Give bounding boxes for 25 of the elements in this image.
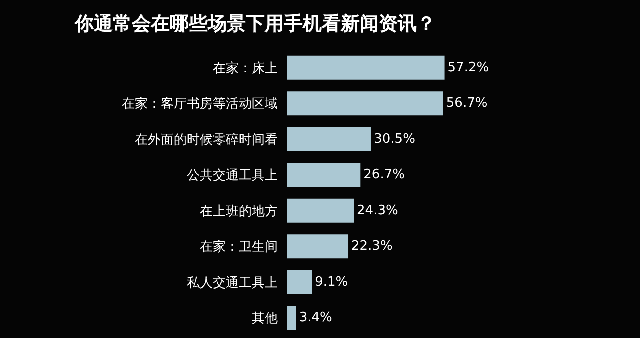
y-tick-label: 公共交通工具上: [187, 168, 278, 184]
bar: [287, 306, 296, 330]
y-tick-label: 在家：卫生间: [200, 239, 278, 256]
bar: [287, 92, 444, 116]
y-tick-label: 在上班的地方: [200, 203, 278, 220]
data-label: 57.2%: [448, 60, 490, 76]
chart-title: 你通常会在哪些场景下用手机看新闻资讯？: [74, 13, 436, 36]
bar: [287, 234, 349, 259]
bar: [287, 127, 372, 152]
data-label: 9.1%: [315, 274, 348, 290]
data-label: 24.3%: [357, 203, 398, 218]
bar: [287, 198, 354, 223]
data-label: 22.3%: [352, 239, 393, 254]
y-tick-label: 在外面的时候零碎时间看: [135, 132, 278, 148]
data-label: 3.4%: [299, 310, 332, 326]
y-tick-label: 其他: [252, 312, 278, 327]
bar: [287, 56, 445, 80]
bar: [287, 163, 361, 188]
data-label: 56.7%: [446, 96, 488, 112]
y-tick-label: 在家：床上: [213, 60, 278, 76]
y-tick-label: 在家：客厅书房等活动区域: [122, 96, 278, 112]
y-tick-label: 私人交通工具上: [187, 274, 278, 291]
bar: [287, 270, 312, 294]
data-label: 26.7%: [364, 168, 405, 183]
data-label: 30.5%: [374, 132, 416, 147]
